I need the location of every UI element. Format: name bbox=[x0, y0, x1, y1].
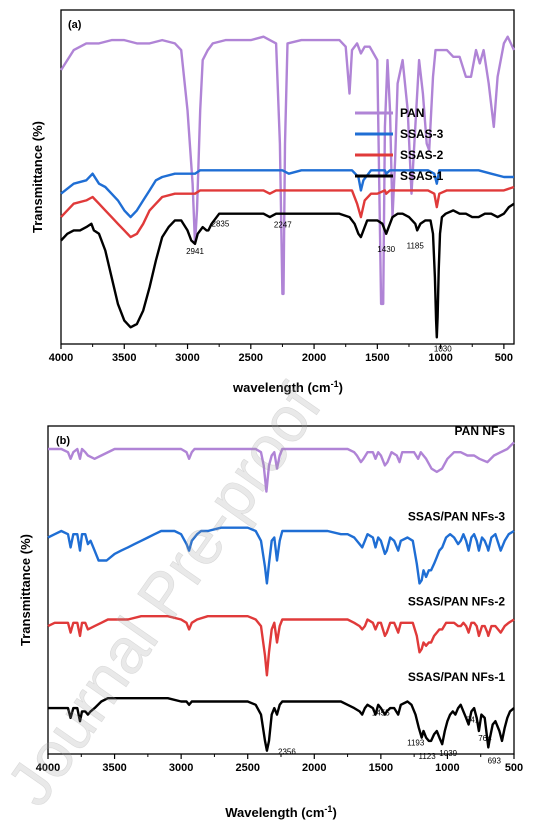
x-tick-label-2000: 2000 bbox=[302, 352, 326, 364]
x-tick-label-2500: 2500 bbox=[235, 762, 259, 774]
peak-label-2356: 2356 bbox=[278, 748, 296, 757]
peak-label-841: 841 bbox=[466, 716, 480, 725]
x-tick-label-2500: 2500 bbox=[239, 352, 263, 364]
series-line-ssas-3 bbox=[60, 169, 514, 219]
series-line-ssas-pan-nfs-2 bbox=[47, 615, 515, 677]
peak-label-693: 693 bbox=[488, 756, 502, 765]
series-line-pan-nfs bbox=[48, 441, 515, 493]
legend-label-ssas-1: SSAS-1 bbox=[400, 169, 444, 183]
y-axis-label-a: Transmittance (%) bbox=[30, 121, 45, 233]
y-axis-label-b: Transmittance (%) bbox=[18, 534, 33, 646]
x-tick-label-3000: 3000 bbox=[175, 352, 199, 364]
panel-label-a: (a) bbox=[68, 19, 82, 31]
spectra-a bbox=[59, 35, 516, 339]
x-tick-label-1000: 1000 bbox=[435, 762, 459, 774]
x-tick-label-4000: 4000 bbox=[36, 762, 60, 774]
peak-labels-a: 2941 2835 2247 1430 1185 1030 bbox=[186, 219, 452, 353]
x-tick-label-1500: 1500 bbox=[369, 762, 393, 774]
legend-label-pan: PAN bbox=[400, 106, 424, 120]
series-labels-b: PAN NFs SSAS/PAN NFs-3 SSAS/PAN NFs-2 SSAS/… bbox=[408, 424, 505, 684]
series-line-ssas-2 bbox=[60, 185, 515, 239]
legend-label-ssas-3: SSAS-3 bbox=[400, 127, 444, 141]
series-label-pan-nfs: PAN NFs bbox=[455, 424, 506, 438]
x-axis-label-a: wavelength (cm-1) bbox=[232, 379, 343, 395]
peak-label-1123: 1123 bbox=[418, 752, 436, 761]
peak-label-1193: 1193 bbox=[407, 739, 425, 748]
spectra-b bbox=[47, 441, 515, 752]
peak-label-1039: 1039 bbox=[439, 749, 457, 758]
peak-label-2941: 2941 bbox=[186, 247, 204, 256]
x-tick-label-1000: 1000 bbox=[428, 352, 452, 364]
peak-label-1430: 1430 bbox=[377, 245, 395, 254]
peak-label-2247: 2247 bbox=[274, 221, 292, 230]
panel-a: (a) 2941 2835 2247 1430 1185 1030 PAN SSAS-3 SS… bbox=[30, 9, 516, 395]
x-tick-label-2000: 2000 bbox=[302, 762, 326, 774]
x-tick-label-3000: 3000 bbox=[169, 762, 193, 774]
x-tick-label-3500: 3500 bbox=[102, 762, 126, 774]
x-tick-label-4000: 4000 bbox=[49, 352, 73, 364]
x-axis-label-b: Wavelength (cm-1) bbox=[225, 804, 337, 820]
series-label-ssas-pan-nfs-1: SSAS/PAN NFs-1 bbox=[408, 670, 505, 684]
series-label-ssas-pan-nfs-2: SSAS/PAN NFs-2 bbox=[408, 595, 505, 609]
x-axis-a: 4000 3500 3000 2500 2000 1500 1000 500 bbox=[49, 344, 513, 364]
x-tick-label-1500: 1500 bbox=[365, 352, 389, 364]
series-line-ssas-pan-nfs-3 bbox=[47, 526, 515, 585]
x-axis-b: 4000 3500 3000 2500 2000 1500 1000 500 bbox=[36, 754, 523, 774]
peak-label-2835: 2835 bbox=[212, 219, 230, 228]
x-tick-label-500: 500 bbox=[505, 762, 523, 774]
panel-b: (b) 2356 1455 1193 1123 1039 841 764 693 PAN NF… bbox=[18, 424, 523, 820]
legend-a: PAN SSAS-3 SSAS-2 SSAS-1 bbox=[355, 106, 444, 183]
series-line-ssas-pan-nfs-1 bbox=[48, 697, 515, 752]
x-tick-label-3500: 3500 bbox=[112, 352, 136, 364]
peak-labels-b: 2356 1455 1193 1123 1039 841 764 693 bbox=[278, 708, 502, 765]
panel-label-b: (b) bbox=[56, 435, 70, 447]
peak-label-1030: 1030 bbox=[434, 344, 452, 353]
series-label-ssas-pan-nfs-3: SSAS/PAN NFs-3 bbox=[408, 509, 505, 523]
series-line-ssas-1 bbox=[60, 202, 515, 339]
peak-label-1185: 1185 bbox=[407, 241, 425, 250]
peak-label-1455: 1455 bbox=[372, 708, 390, 717]
legend-label-ssas-2: SSAS-2 bbox=[400, 148, 444, 162]
peak-label-764: 764 bbox=[478, 734, 492, 743]
x-tick-label-500: 500 bbox=[495, 352, 513, 364]
